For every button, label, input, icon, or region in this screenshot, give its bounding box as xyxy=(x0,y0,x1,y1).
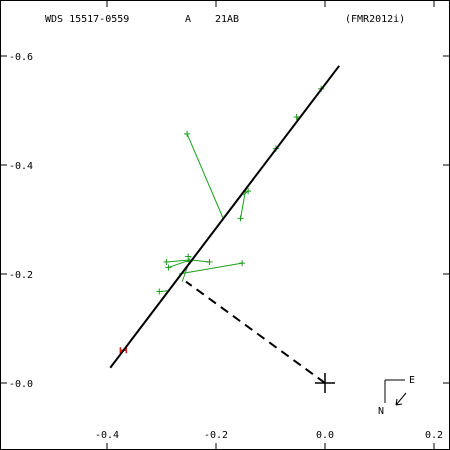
axis-tick-labels: -0.4 -0.2 0.0 0.2 -0.0 -0.2 -0.4 -0.6 xyxy=(9,52,443,441)
observation-point xyxy=(245,188,252,195)
compass-arrow xyxy=(395,392,407,406)
observation-point xyxy=(184,130,191,137)
x-tick-label: -0.2 xyxy=(204,430,228,441)
observation-marker xyxy=(184,130,191,137)
observation-point xyxy=(293,114,300,121)
residual-line xyxy=(240,191,246,219)
compass: E N xyxy=(378,375,415,417)
observation-marker xyxy=(237,215,244,222)
observation-point xyxy=(163,259,170,266)
header-pair: 21AB xyxy=(215,14,239,25)
observation-marker xyxy=(165,264,172,271)
residual-line xyxy=(190,259,210,263)
x-tick-label: -0.4 xyxy=(95,430,119,441)
line-of-nodes xyxy=(185,280,326,384)
orbit-group xyxy=(109,65,340,384)
primary-cross xyxy=(315,373,335,393)
y-tick-label: -0.4 xyxy=(9,161,33,172)
compass-north-label: N xyxy=(378,406,384,417)
observation-marker xyxy=(293,114,300,121)
compass-axes xyxy=(384,379,405,403)
orbit-line xyxy=(109,65,340,369)
observation-marker xyxy=(245,188,252,195)
compass-east-label: E xyxy=(409,375,415,386)
observation-marker xyxy=(185,253,192,260)
y-tick-label: -0.2 xyxy=(9,270,33,281)
x-tick-label: 0.0 xyxy=(316,430,334,441)
observation-point xyxy=(185,253,192,260)
residual-line xyxy=(178,262,243,275)
observation-point xyxy=(239,260,246,267)
observation-marker xyxy=(206,259,213,266)
residual-line xyxy=(166,259,191,263)
observation-point xyxy=(206,259,213,266)
residual-line xyxy=(242,190,249,196)
header-reference: (FMR2012i) xyxy=(345,14,405,25)
header-wds: WDS 15517-0559 xyxy=(45,14,129,25)
y-tick-label: -0.0 xyxy=(9,379,33,390)
residual-line xyxy=(186,133,225,220)
y-tick-label: -0.6 xyxy=(9,52,33,63)
header-component: A xyxy=(185,14,191,25)
observation-marker xyxy=(156,288,163,295)
observation-marker xyxy=(163,259,170,266)
observation-point xyxy=(165,264,172,271)
observation-point xyxy=(156,288,163,295)
observation-marker xyxy=(239,260,246,267)
residual-lines xyxy=(159,87,323,292)
primary-star xyxy=(315,373,335,393)
observation-point xyxy=(237,215,244,222)
x-tick-label: 0.2 xyxy=(425,430,443,441)
